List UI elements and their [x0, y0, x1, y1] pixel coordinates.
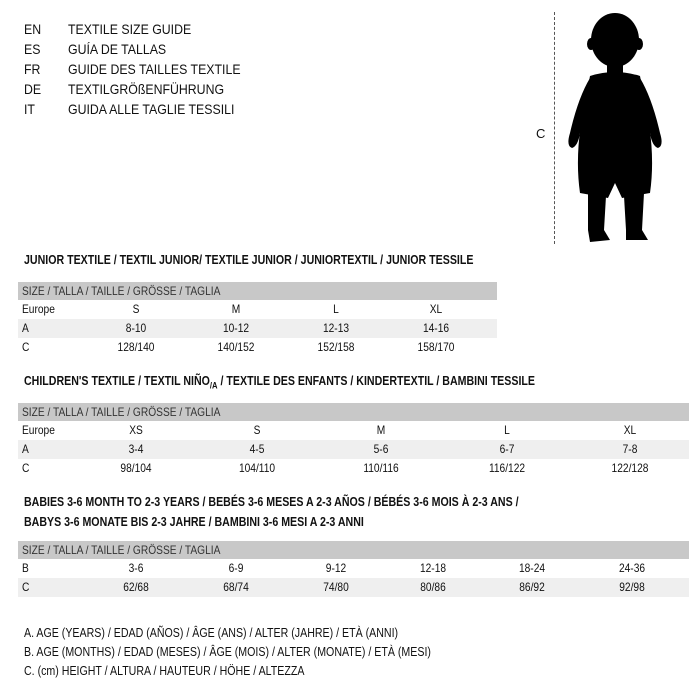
header-label: SIZE / TALLA / TAILLE / GRÖSSE / TAGLIA — [22, 543, 221, 557]
table-cell: S — [132, 302, 140, 316]
table-cell: XL — [623, 423, 637, 437]
table-cell: 104/110 — [238, 461, 276, 475]
row-label: C — [22, 340, 30, 354]
language-list: EN TEXTILE SIZE GUIDE ES GUÍA DE TALLAS FR… — [24, 19, 241, 119]
table-header: SIZE / TALLA / TAILLE / GRÖSSE / TAGLIA — [18, 282, 497, 300]
table-cell: 3-6 — [128, 561, 144, 575]
table-cell: XS — [129, 423, 143, 437]
table-cell: 158/170 — [417, 340, 455, 354]
babies-title-line1: BABIES 3-6 MONTH TO 2-3 YEARS / BEBÉS 3-… — [24, 495, 519, 509]
table-cell: 7-8 — [622, 442, 638, 456]
table-cell: 152/158 — [317, 340, 355, 354]
children-title-sub: /A — [209, 380, 218, 391]
table-cell: 10-12 — [222, 321, 250, 335]
table-cell: 12-13 — [322, 321, 350, 335]
table-row: A 8-10 10-12 12-13 14-16 — [18, 319, 497, 338]
row-label: A — [22, 442, 29, 456]
babies-size-table: SIZE / TALLA / TAILLE / GRÖSSE / TAGLIA B… — [18, 541, 689, 597]
table-row: Europe XS S M L XL — [18, 421, 689, 440]
table-cell: 12-18 — [419, 561, 447, 575]
table-cell: 92/98 — [619, 580, 645, 594]
children-size-table: SIZE / TALLA / TAILLE / GRÖSSE / TAGLIA E… — [18, 403, 689, 478]
table-cell: 9-12 — [325, 561, 347, 575]
lang-de: DE TEXTILGRÖßENFÜHRUNG — [24, 79, 241, 99]
header-label: SIZE / TALLA / TAILLE / GRÖSSE / TAGLIA — [22, 405, 221, 419]
lang-text: GUIDA ALLE TAGLIE TESSILI — [68, 101, 235, 117]
row-label: B — [22, 561, 29, 575]
table-cell: 80/86 — [420, 580, 446, 594]
table-cell: 6-7 — [499, 442, 515, 456]
table-cell: L — [333, 302, 339, 316]
table-cell: 68/74 — [223, 580, 249, 594]
table-row: A 3-4 4-5 5-6 6-7 7-8 — [18, 440, 689, 459]
table-cell: 18-24 — [518, 561, 546, 575]
height-measure-line — [554, 12, 555, 244]
lang-text: TEXTILGRÖßENFÜHRUNG — [68, 81, 225, 97]
table-cell: 116/122 — [488, 461, 526, 475]
children-title-a: CHILDREN'S TEXTILE / TEXTIL NIÑO — [24, 374, 210, 388]
legend-c: C. (cm) HEIGHT / ALTURA / HAUTEUR / HÖHE… — [24, 664, 305, 678]
babies-title-line2: BABYS 3-6 MONATE BIS 2-3 JAHRE / BAMBINI… — [24, 515, 364, 529]
lang-text: TEXTILE SIZE GUIDE — [68, 21, 192, 37]
table-cell: 14-16 — [422, 321, 450, 335]
row-label: A — [22, 321, 29, 335]
table-header: SIZE / TALLA / TAILLE / GRÖSSE / TAGLIA — [18, 541, 689, 559]
table-cell: 8-10 — [125, 321, 147, 335]
children-title: CHILDREN'S TEXTILE / TEXTIL NIÑO/A / TEX… — [24, 374, 535, 391]
measure-label: C — [536, 126, 546, 141]
table-cell: 110/116 — [363, 461, 399, 475]
table-cell: 86/92 — [519, 580, 545, 594]
child-silhouette-icon — [568, 13, 662, 242]
table-cell: 4-5 — [249, 442, 265, 456]
table-row: Europe S M L XL — [18, 300, 497, 319]
lang-code: ES — [24, 41, 41, 57]
lang-text: GUÍA DE TALLAS — [68, 41, 167, 57]
table-cell: 62/68 — [123, 580, 149, 594]
table-cell: 122/128 — [611, 461, 649, 475]
table-row: C 98/104 104/110 110/116 116/122 122/128 — [18, 459, 689, 478]
lang-code: FR — [24, 61, 41, 77]
lang-code: DE — [24, 81, 42, 97]
table-cell: S — [253, 423, 261, 437]
table-cell: L — [504, 423, 510, 437]
header-label: SIZE / TALLA / TAILLE / GRÖSSE / TAGLIA — [22, 284, 221, 298]
table-header: SIZE / TALLA / TAILLE / GRÖSSE / TAGLIA — [18, 403, 689, 421]
table-cell: M — [376, 423, 386, 437]
legend-b: B. AGE (MONTHS) / EDAD (MESES) / ÂGE (MO… — [24, 645, 431, 659]
table-cell: 3-4 — [128, 442, 144, 456]
table-row: C 128/140 140/152 152/158 158/170 — [18, 338, 497, 357]
row-label: C — [22, 461, 30, 475]
lang-es: ES GUÍA DE TALLAS — [24, 39, 241, 59]
lang-it: IT GUIDA ALLE TAGLIE TESSILI — [24, 99, 241, 119]
table-cell: 140/152 — [217, 340, 255, 354]
table-cell: M — [231, 302, 241, 316]
lang-en: EN TEXTILE SIZE GUIDE — [24, 19, 241, 39]
table-cell: 6-9 — [228, 561, 244, 575]
legend: A. AGE (YEARS) / EDAD (AÑOS) / ÂGE (ANS)… — [24, 624, 431, 681]
table-cell: 128/140 — [117, 340, 155, 354]
table-cell: 98/104 — [120, 461, 152, 475]
table-cell: 24-36 — [618, 561, 646, 575]
legend-a: A. AGE (YEARS) / EDAD (AÑOS) / ÂGE (ANS)… — [24, 626, 399, 640]
lang-code: EN — [24, 21, 42, 37]
junior-size-table: SIZE / TALLA / TAILLE / GRÖSSE / TAGLIA E… — [18, 282, 497, 357]
row-label: C — [22, 580, 30, 594]
row-label: Europe — [22, 423, 55, 437]
lang-code: IT — [24, 101, 35, 117]
table-cell: 5-6 — [373, 442, 389, 456]
table-row: B 3-6 6-9 9-12 12-18 18-24 24-36 — [18, 559, 689, 578]
table-row: C 62/68 68/74 74/80 80/86 86/92 92/98 — [18, 578, 689, 597]
lang-text: GUIDE DES TAILLES TEXTILE — [68, 61, 241, 77]
row-label: Europe — [22, 302, 55, 316]
table-cell: XL — [429, 302, 443, 316]
lang-fr: FR GUIDE DES TAILLES TEXTILE — [24, 59, 241, 79]
children-title-b: / TEXTILE DES ENFANTS / KINDERTEXTIL / B… — [217, 374, 535, 388]
junior-title: JUNIOR TEXTILE / TEXTIL JUNIOR/ TEXTILE … — [24, 253, 474, 267]
table-cell: 74/80 — [323, 580, 349, 594]
